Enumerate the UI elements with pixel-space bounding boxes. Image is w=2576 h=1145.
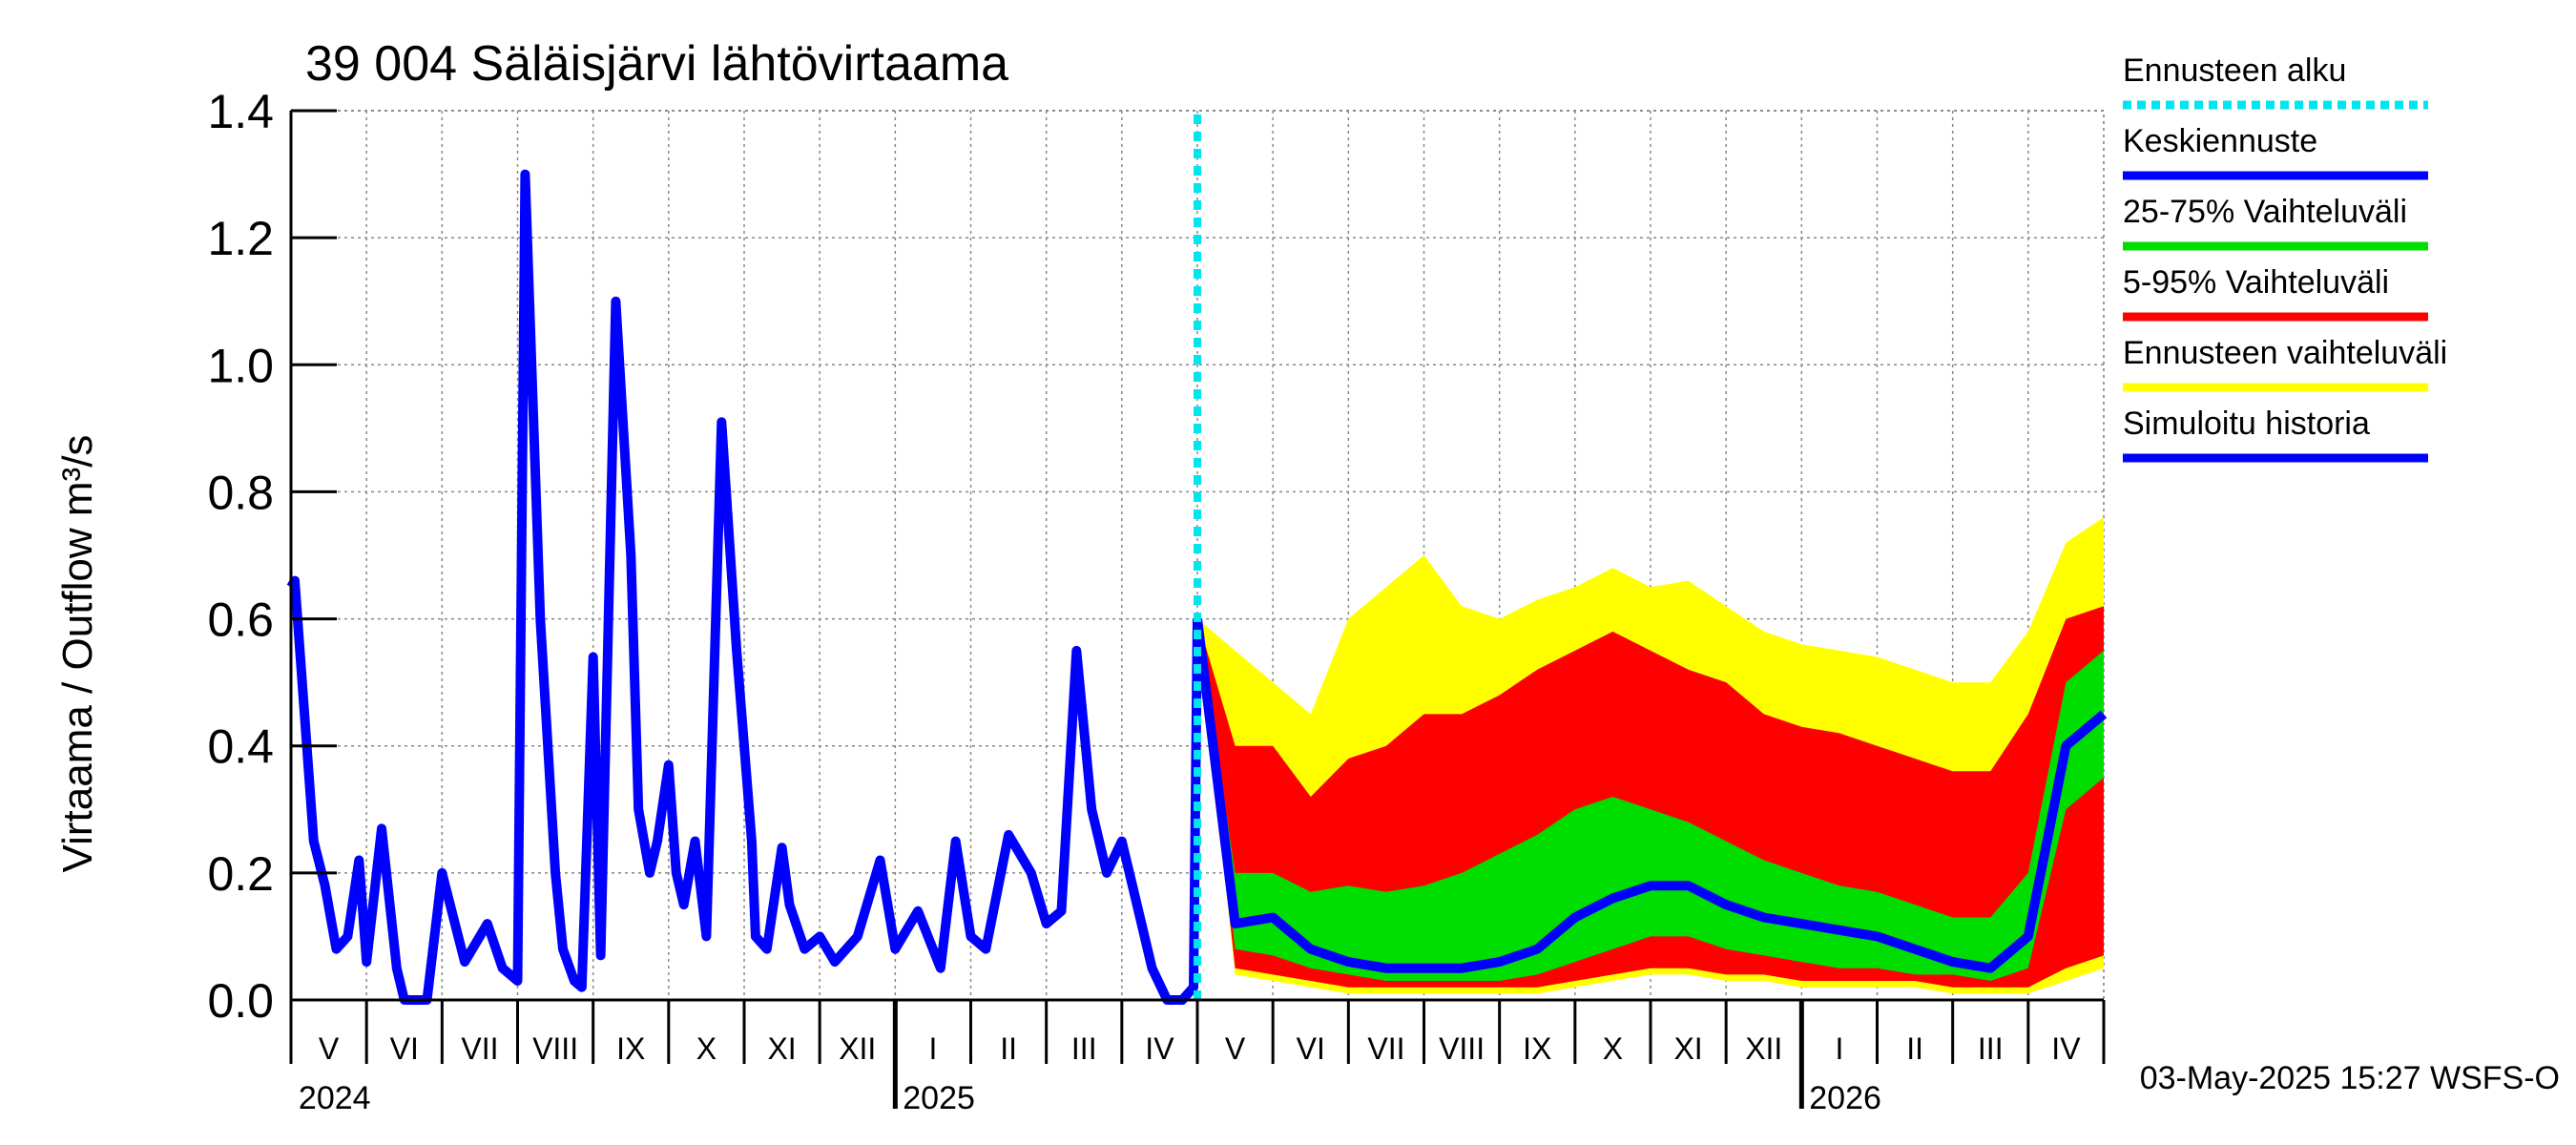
axes: 0.00.20.40.60.81.01.21.4V VI VII VIII IX X XI X… <box>207 85 2106 1116</box>
y-tick-label: 1.2 <box>207 212 274 265</box>
y-tick-label: 0.0 <box>207 974 274 1028</box>
legend-label: Ennusteen vaihteluväli <box>2123 335 2447 371</box>
month-label: XII <box>1745 1031 1782 1066</box>
y-tick-label: 0.6 <box>207 593 274 647</box>
month-label: I <box>928 1031 937 1066</box>
legend-label: Simuloitu historia <box>2123 406 2370 442</box>
y-axis-label: Virtaama / Outflow m³/s <box>54 435 101 873</box>
month-label: II <box>1906 1031 1923 1066</box>
month-label: XI <box>767 1031 796 1066</box>
month-label: III <box>1978 1031 2004 1066</box>
month-label: IX <box>616 1031 645 1066</box>
year-label: 2025 <box>903 1080 975 1116</box>
forecast-bands <box>1197 517 2104 994</box>
y-tick-label: 0.4 <box>207 720 274 774</box>
month-label: X <box>1603 1031 1623 1066</box>
legend-label: Keskiennuste <box>2123 123 2317 159</box>
month-label: VII <box>461 1031 498 1066</box>
legend: Ennusteen alku Keskiennuste 25-75% Vaihtel… <box>2123 52 2447 463</box>
month-label: VIII <box>1439 1031 1485 1066</box>
band-25-75 <box>1197 618 2104 981</box>
month-label: II <box>1000 1031 1017 1066</box>
month-label: IX <box>1523 1031 1551 1066</box>
year-label: 2026 <box>1809 1080 1881 1116</box>
month-label: III <box>1071 1031 1097 1066</box>
y-tick-label: 0.2 <box>207 847 274 901</box>
month-label: VIII <box>532 1031 578 1066</box>
month-label: VI <box>390 1031 419 1066</box>
month-label: IV <box>2051 1031 2081 1066</box>
month-label: XII <box>839 1031 876 1066</box>
month-label: VI <box>1297 1031 1325 1066</box>
month-label: V <box>1225 1031 1246 1066</box>
y-tick-label: 0.8 <box>207 466 274 519</box>
legend-label: Ennusteen alku <box>2123 52 2346 89</box>
month-label: VII <box>1367 1031 1404 1066</box>
legend-label: 25-75% Vaihteluväli <box>2123 194 2407 230</box>
month-label: XI <box>1673 1031 1702 1066</box>
month-label: X <box>696 1031 717 1066</box>
year-label: 2024 <box>299 1080 371 1116</box>
footer-timestamp: 03-May-2025 15:27 WSFS-O <box>2140 1060 2560 1096</box>
legend-label: 5-95% Vaihteluväli <box>2123 264 2389 301</box>
median-forecast-line <box>1193 617 2108 973</box>
chart-title: 39 004 Säläisjärvi lähtövirtaama <box>305 36 1008 92</box>
y-tick-label: 1.0 <box>207 339 274 392</box>
month-label: IV <box>1145 1031 1174 1066</box>
month-label: I <box>1835 1031 1843 1066</box>
y-tick-label: 1.4 <box>207 85 274 138</box>
month-label: V <box>319 1031 340 1066</box>
